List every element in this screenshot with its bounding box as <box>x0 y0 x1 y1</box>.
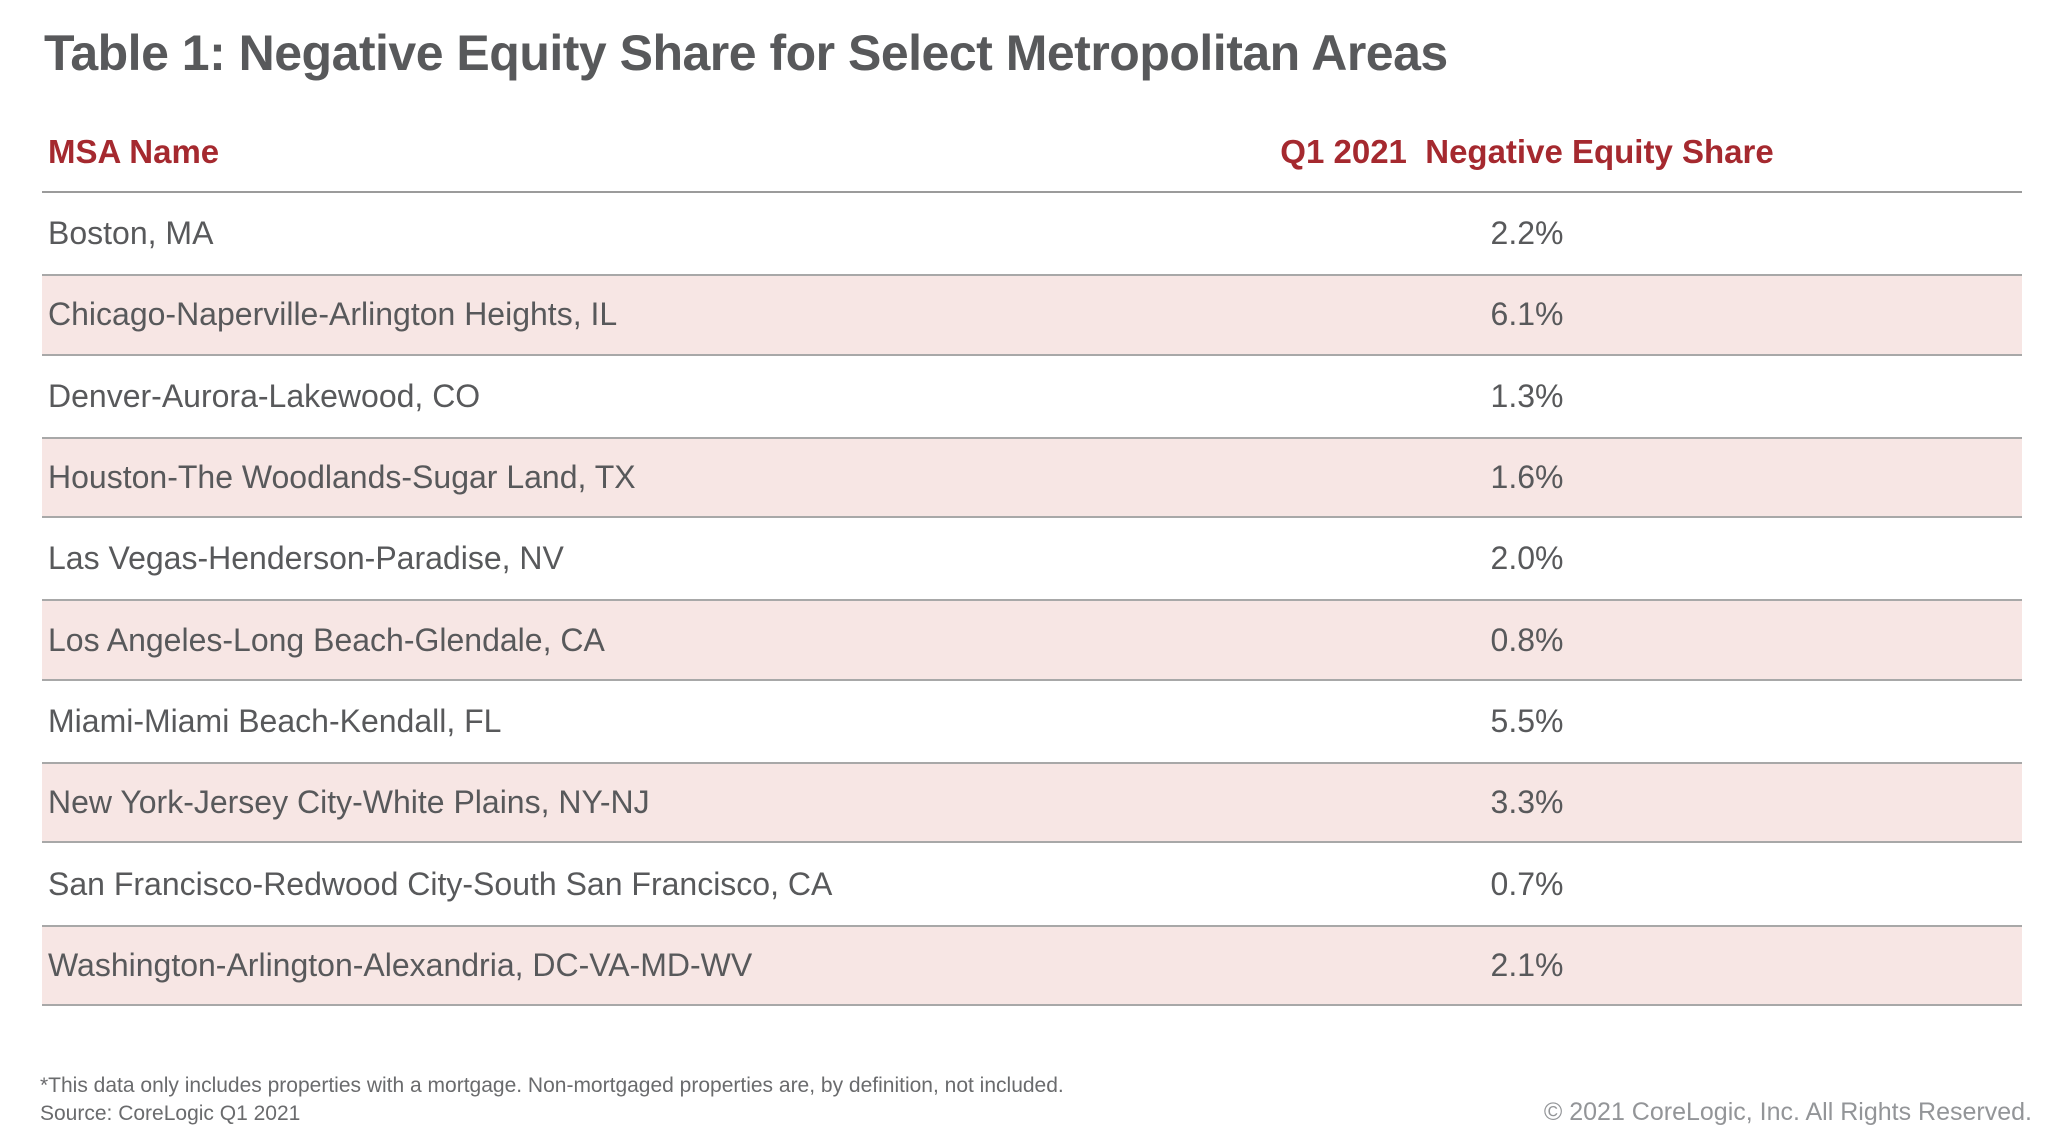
msa-cell: Washington-Arlington-Alexandria, DC-VA-M… <box>48 946 753 983</box>
table-row: Los Angeles-Long Beach-Glendale, CA 0.8% <box>42 599 2022 681</box>
share-cell: 2.0% <box>1490 540 1564 577</box>
column-header-negative-equity-share: Q1 2021 Negative Equity Share <box>1280 132 1774 170</box>
share-cell: 1.3% <box>1490 377 1564 414</box>
msa-cell: Miami-Miami Beach-Kendall, FL <box>48 702 502 739</box>
share-cell: 0.8% <box>1490 621 1564 658</box>
table-row: New York-Jersey City-White Plains, NY-NJ… <box>42 762 2022 844</box>
table-header-row: MSA Name Q1 2021 Negative Equity Share <box>42 112 2022 193</box>
negative-equity-table: MSA Name Q1 2021 Negative Equity Share B… <box>42 112 2022 1006</box>
msa-cell: San Francisco-Redwood City-South San Fra… <box>48 865 833 902</box>
table-row: Chicago-Naperville-Arlington Heights, IL… <box>42 274 2022 356</box>
column-header-msa-name: MSA Name <box>48 132 220 170</box>
msa-cell: Houston-The Woodlands-Sugar Land, TX <box>48 459 636 496</box>
footnote-block: *This data only includes properties with… <box>40 1072 1064 1128</box>
msa-cell: Las Vegas-Henderson-Paradise, NV <box>48 540 564 577</box>
footnote: *This data only includes properties with… <box>40 1074 1064 1097</box>
source-note: Source: CoreLogic Q1 2021 <box>40 1102 301 1125</box>
msa-cell: New York-Jersey City-White Plains, NY-NJ <box>48 784 650 821</box>
table-row: Boston, MA 2.2% <box>42 193 2022 275</box>
share-cell: 0.7% <box>1490 865 1564 902</box>
table-row: Denver-Aurora-Lakewood, CO 1.3% <box>42 355 2022 437</box>
msa-cell: Boston, MA <box>48 215 214 252</box>
share-cell: 1.6% <box>1490 459 1564 496</box>
share-cell: 2.2% <box>1490 215 1564 252</box>
page-title: Table 1: Negative Equity Share for Selec… <box>44 25 1448 81</box>
share-cell: 5.5% <box>1490 702 1564 739</box>
table-row: Washington-Arlington-Alexandria, DC-VA-M… <box>42 924 2022 1006</box>
table-row: Miami-Miami Beach-Kendall, FL 5.5% <box>42 680 2022 763</box>
share-cell: 2.1% <box>1490 946 1564 983</box>
table-row: San Francisco-Redwood City-South San Fra… <box>42 843 2022 925</box>
table-row: Las Vegas-Henderson-Paradise, NV 2.0% <box>42 518 2022 600</box>
msa-cell: Denver-Aurora-Lakewood, CO <box>48 377 481 414</box>
table-body: Boston, MA 2.2% Chicago-Naperville-Arlin… <box>42 193 2022 1006</box>
share-cell: 3.3% <box>1490 784 1564 821</box>
msa-cell: Chicago-Naperville-Arlington Heights, IL <box>48 296 618 333</box>
share-cell: 6.1% <box>1490 296 1564 333</box>
msa-cell: Los Angeles-Long Beach-Glendale, CA <box>48 621 605 658</box>
table-row: Houston-The Woodlands-Sugar Land, TX 1.6… <box>42 436 2022 519</box>
copyright: © 2021 CoreLogic, Inc. All Rights Reserv… <box>1543 1098 2032 1126</box>
